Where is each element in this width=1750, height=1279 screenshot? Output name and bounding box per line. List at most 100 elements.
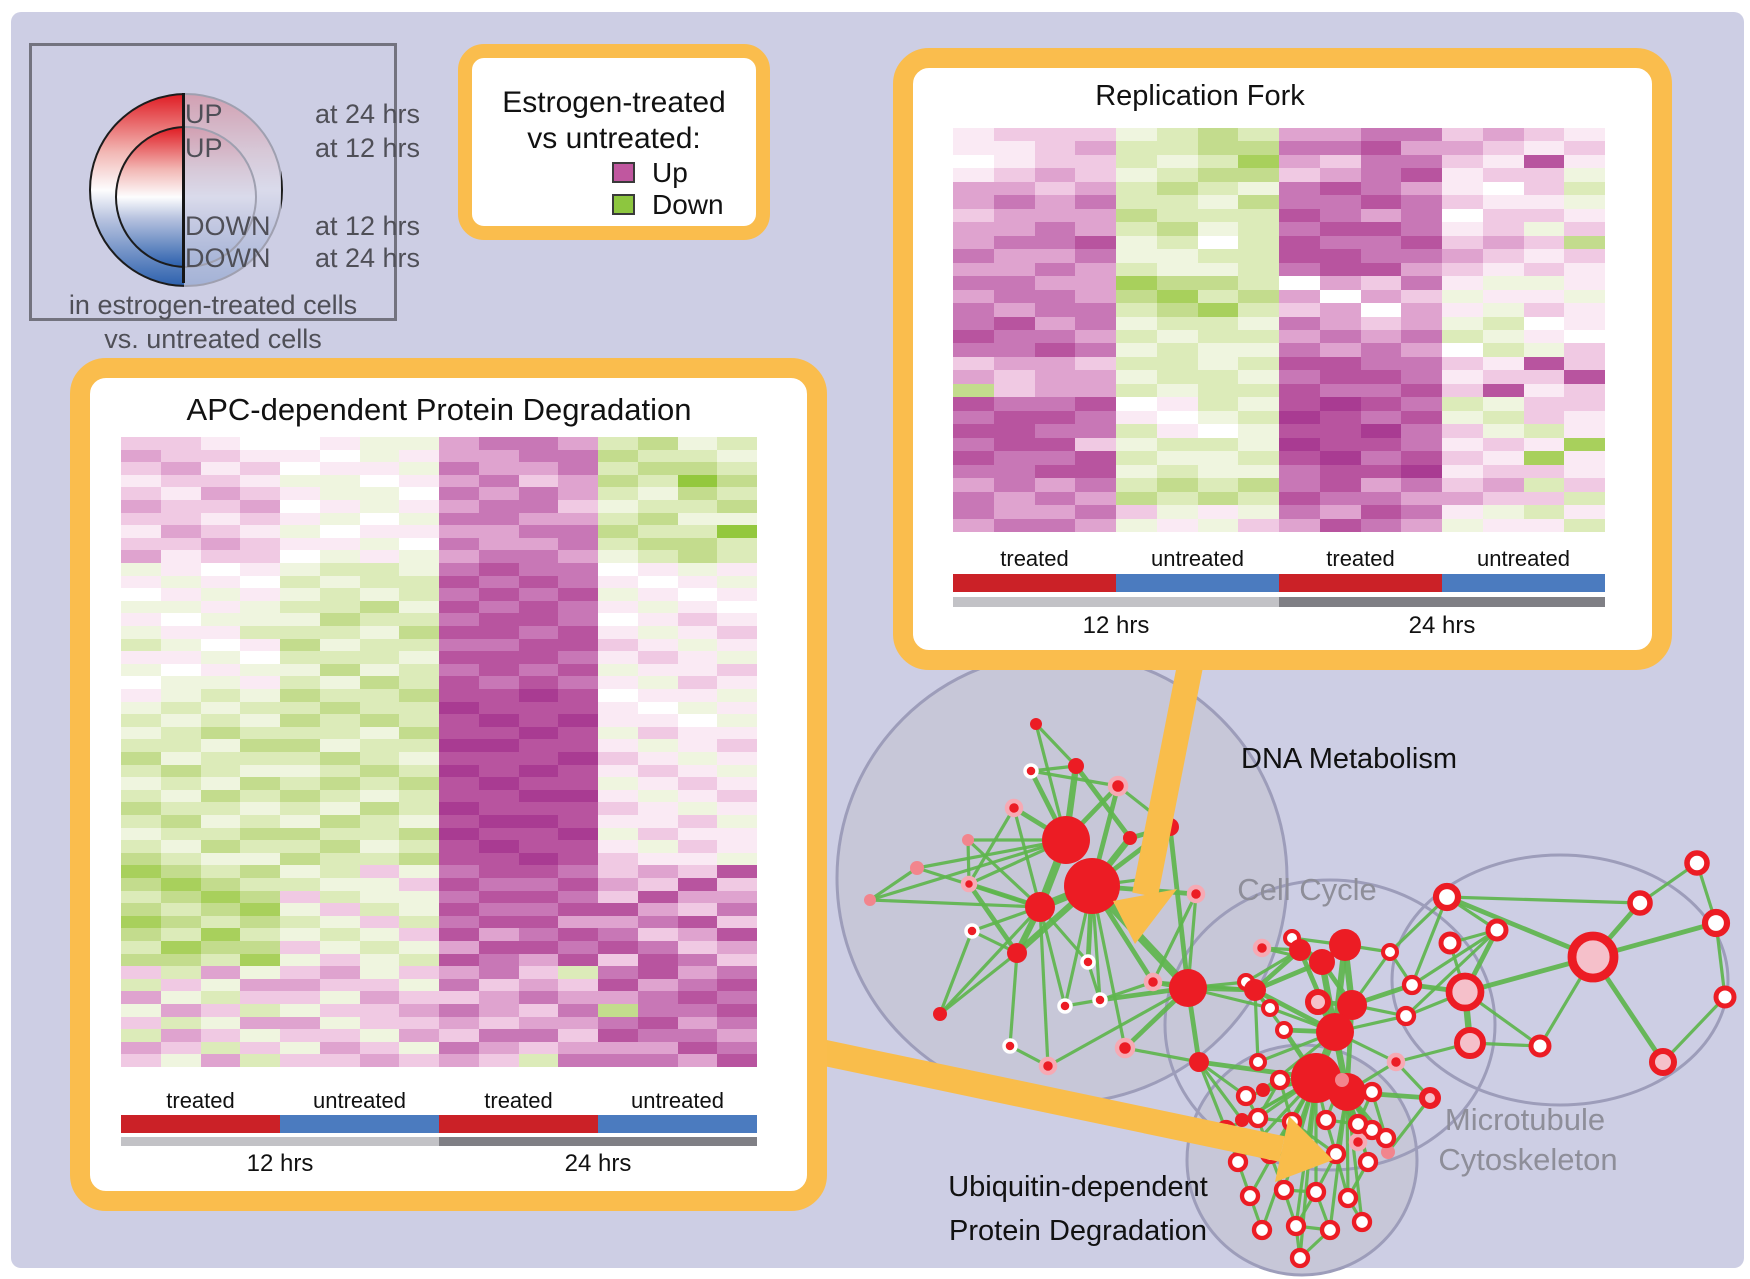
heatmap-cell [1197,505,1239,519]
heatmap-cell [1401,424,1442,438]
time-label: 24 hrs [564,1150,632,1177]
heatmap-cell [1401,249,1442,263]
heatmap-cell [717,663,757,677]
heatmap-cell [717,449,757,463]
heatmap-cell [478,714,519,727]
network-edge [1034,722,1078,768]
cluster-label: Protein Degradation [949,1215,1207,1247]
heatmap-cell [1401,518,1442,532]
heatmap-cell [1442,289,1483,304]
heatmap-cell [319,878,360,891]
heatmap-cell [1523,410,1565,425]
heatmap-cell [1116,235,1157,250]
heatmap-cell [1238,424,1279,438]
heatmap-cell [1523,168,1565,182]
heatmap-cell [1075,222,1116,236]
heatmap-cell [598,575,638,589]
heatmap-cell [637,777,678,790]
heatmap-cell [240,600,280,614]
heatmap-cell [280,500,320,513]
heatmap-cell [1482,437,1524,452]
network-edge [967,882,1019,955]
heatmap-cell [240,1054,280,1067]
heatmap-cell [319,815,360,828]
scale-time: at 12 hrs [314,211,420,241]
replication-time-bars [953,597,1605,607]
network-node [1325,1143,1347,1165]
heatmap-cell [953,141,994,155]
heatmap-cell [399,890,439,904]
network-node [1454,1027,1486,1059]
heatmap-cell [518,815,559,828]
heatmap-cell [1564,208,1605,223]
heatmap-cell [121,827,161,841]
heatmap-cell [280,689,320,702]
heatmap-cell [399,903,439,916]
heatmap-cell [1319,505,1361,519]
heatmap-cell [1279,370,1320,384]
heatmap-cell [1564,491,1605,506]
heatmap-cell [1116,128,1157,142]
heatmap-cell [558,500,598,513]
heatmap-cell [1319,222,1361,236]
heatmap-cell [518,689,559,702]
heatmap-cell [953,276,994,290]
heatmap-cell [399,928,439,941]
network-node [1030,718,1042,730]
heatmap-cell [319,1029,360,1042]
heatmap-cell [160,638,201,652]
heatmap-cell [637,651,678,664]
heatmap-cell [598,764,638,778]
heatmap-cell [160,726,201,740]
heatmap-cell [1564,329,1605,344]
heatmap-cell [1116,168,1157,182]
heatmap-cell [478,903,519,916]
heatmap-cell [558,474,598,488]
heatmap-cell [1238,276,1279,290]
heatmap-cell [558,789,598,803]
heatmap-cell [399,865,439,878]
heatmap-cell [637,474,678,488]
network-edge [1074,764,1132,840]
heatmap-cell [240,575,280,589]
heatmap-cell [558,626,598,639]
heatmap-cell [953,249,994,263]
heatmap-cell [160,525,201,538]
heatmap-cell [399,978,439,992]
heatmap-cell [439,789,479,803]
heatmap-cell [1360,303,1402,317]
heatmap-cell [1197,222,1239,236]
network-edge [939,951,1018,1016]
heatmap-cell [1034,329,1076,344]
heatmap-cell [121,437,161,450]
heatmap-cell [1564,154,1605,169]
updown-legend: Estrogen-treated vs untreated: Up Down [458,44,770,240]
heatmap-cell [1116,451,1157,465]
heatmap-cell [1523,141,1565,155]
heatmap-cell [399,676,439,689]
heatmap-cell [677,903,718,916]
heatmap-cell [319,739,360,752]
down-color-swatch [612,194,635,215]
heatmap-cell [399,500,439,513]
heatmap-cell [1116,276,1157,290]
network-node [1348,1132,1368,1152]
replication-group-labels: treated untreated treated untreated [953,546,1605,572]
heatmap-cell [518,1054,559,1067]
heatmap-cell [637,991,678,1004]
heatmap-cell [518,474,559,488]
heatmap-cell [478,764,519,778]
heatmap-cell [280,928,320,941]
heatmap-cell [637,701,678,715]
heatmap-cell [1482,289,1524,304]
heatmap-cell [598,789,638,803]
heatmap-cell [677,789,718,803]
heatmap-cell [359,676,400,689]
heatmap-cell [637,525,678,538]
heatmap-cell [717,840,757,853]
heatmap-cell [717,764,757,778]
heatmap-cell [240,802,280,815]
heatmap-cell [160,1041,201,1055]
heatmap-cell [518,966,559,979]
heatmap-cell [240,512,280,526]
